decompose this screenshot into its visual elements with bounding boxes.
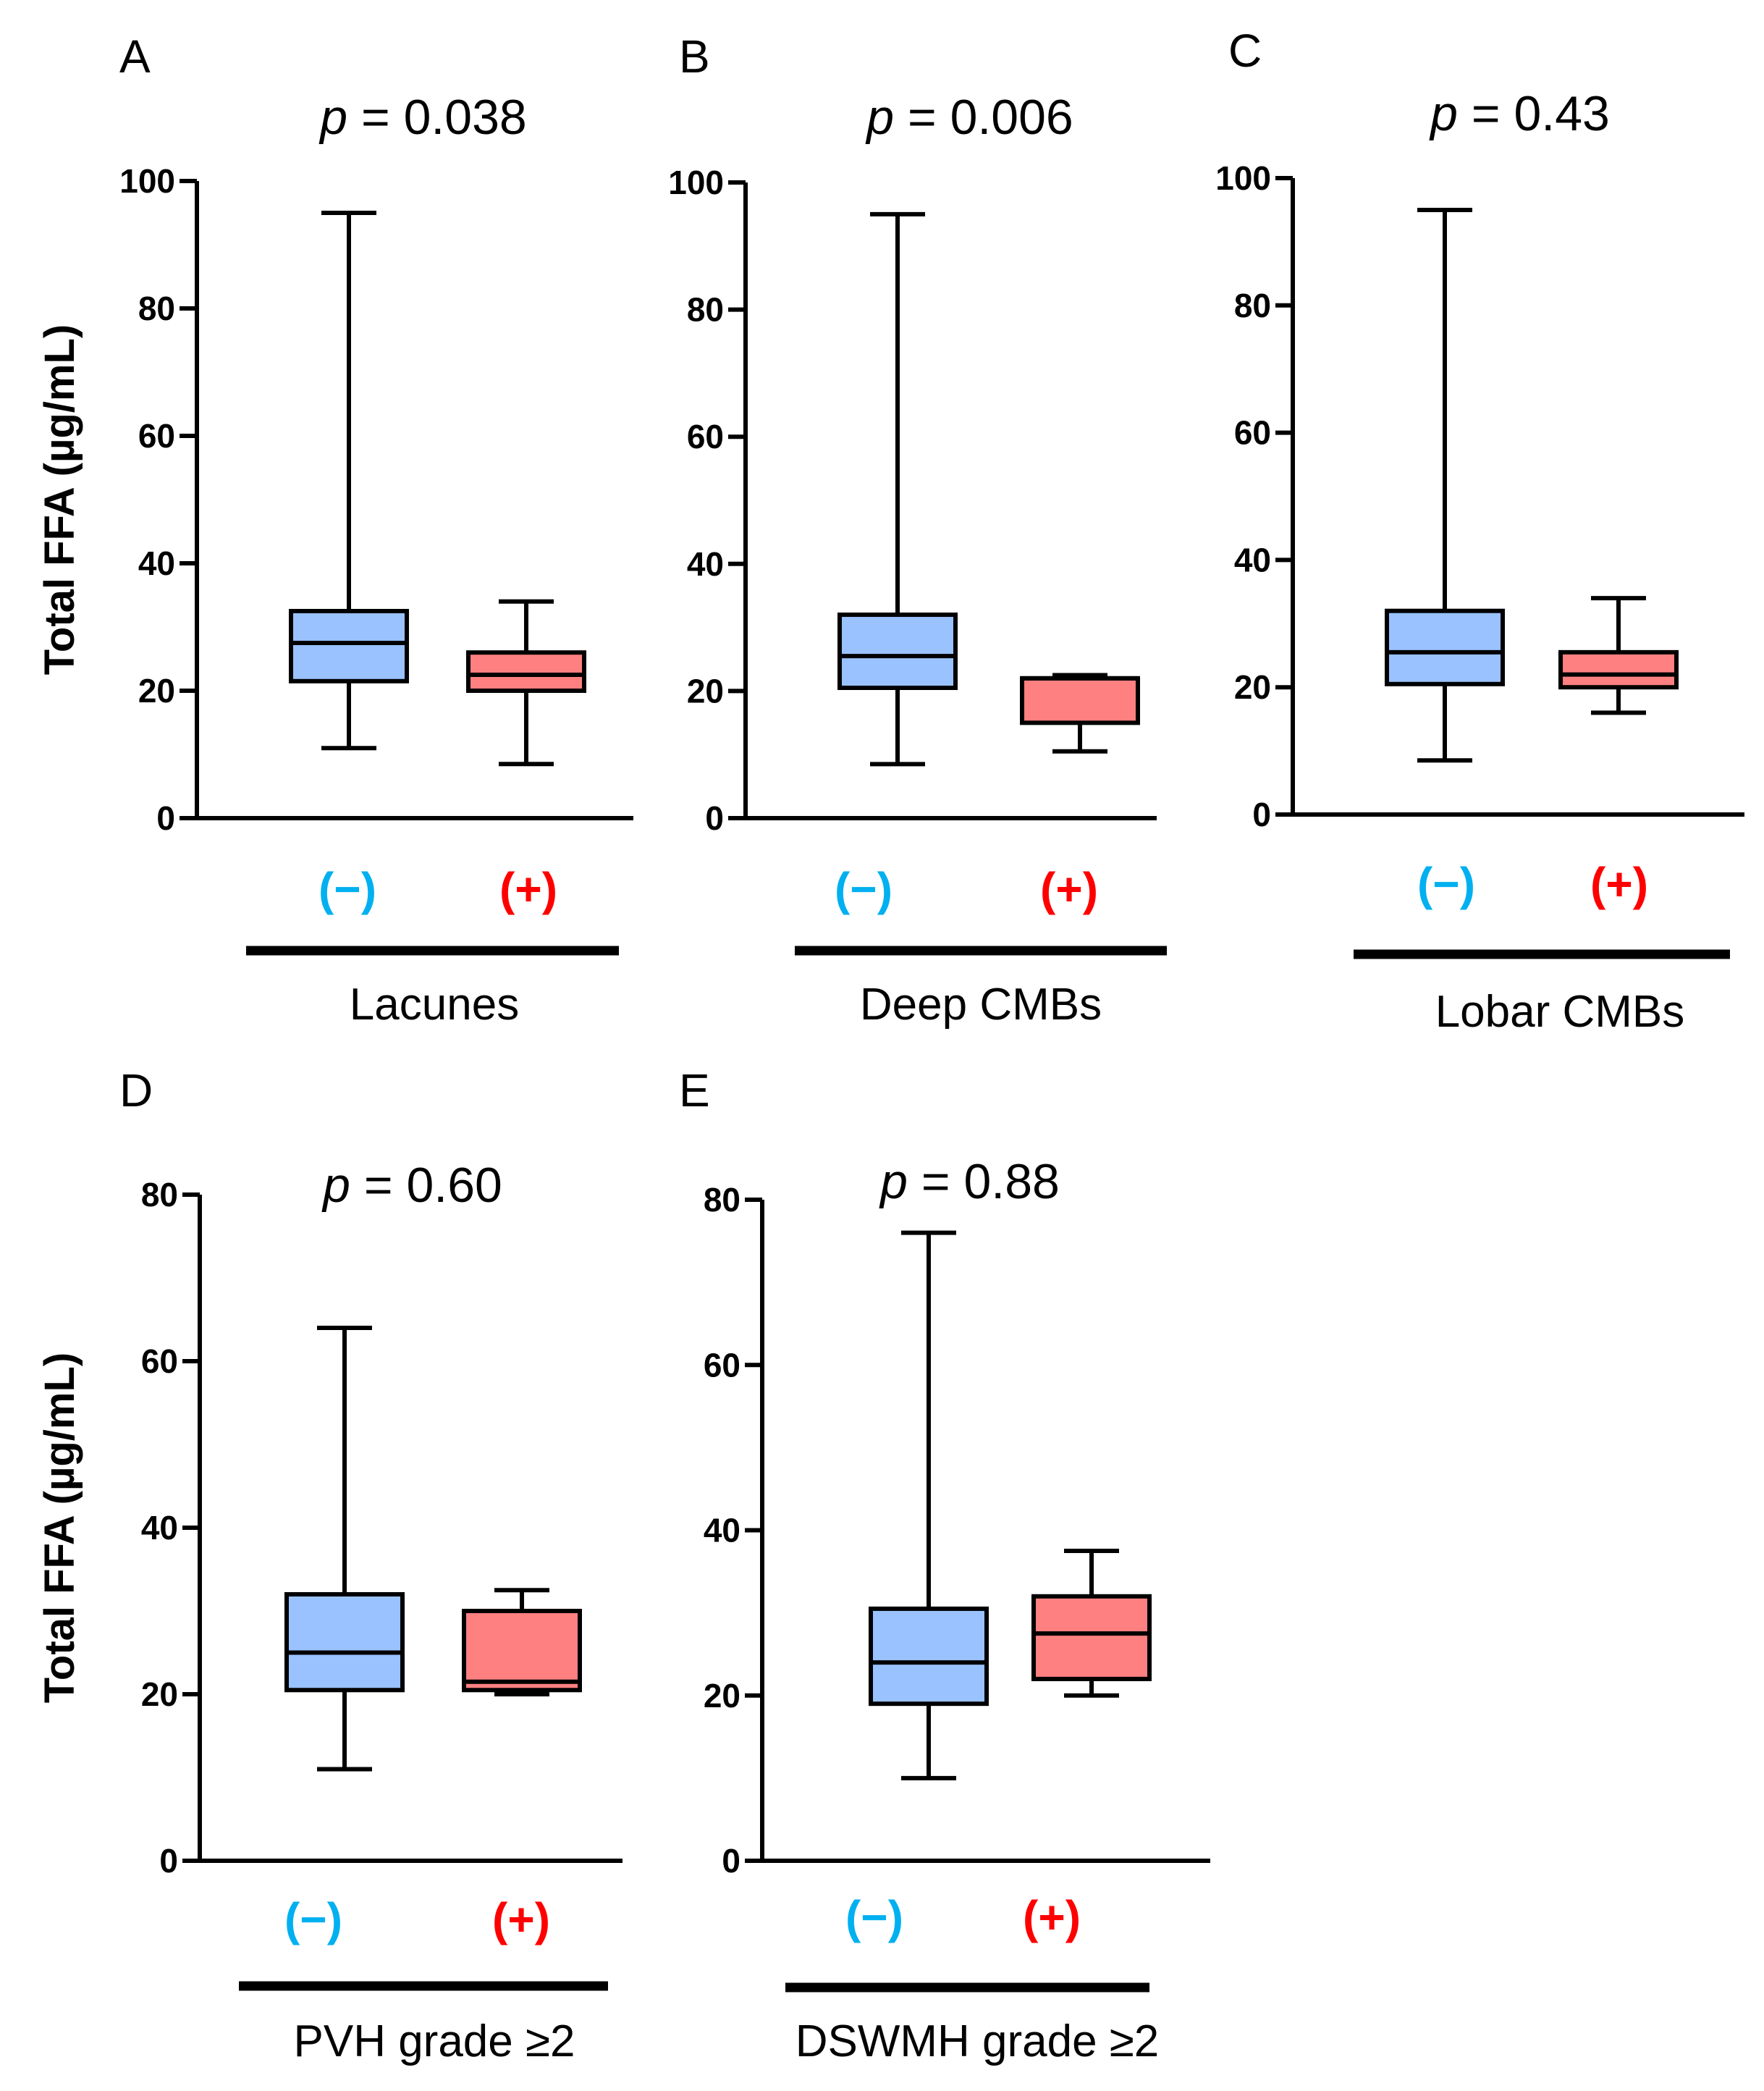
y-axis-label: Total FFA (µg/mL) [36,324,83,675]
y-tick-label: 80 [1234,287,1271,324]
y-tick-label: 0 [156,799,175,837]
group-label: Lacunes [350,980,519,1030]
category-label-negative: (−) [318,863,376,915]
y-tick-label: 40 [1234,541,1271,579]
category-label-negative: (−) [284,1893,342,1945]
y-tick-label: 80 [138,290,175,327]
y-tick-label: 80 [704,1181,740,1219]
p-symbol: p [1429,86,1458,141]
p-symbol: p [865,90,894,145]
category-label-positive: (+) [1040,863,1098,915]
box-negative [289,211,409,751]
y-tick-label: 60 [704,1346,740,1384]
y-tick-label: 0 [722,1842,740,1880]
category-label-negative: (−) [845,1891,903,1943]
y-tick-label: 80 [687,291,724,329]
y-tick-label: 20 [138,672,175,710]
box-iqr [284,1592,405,1693]
box-negative [1385,207,1505,763]
p-value: p = 0.038 [318,90,527,145]
box-iqr [462,1609,582,1693]
panel-e: Ep = 0.88 0 20 40 60 80 (−) (+) DSWMH grade ≥2 [679,1064,1210,2066]
y-tick-label: 100 [119,162,175,200]
p-value: p = 0.88 [879,1154,1060,1209]
p-value: p = 0.006 [865,90,1073,145]
y-axis-label: Total FFA (µg/mL) [36,1352,83,1703]
box-negative [869,1230,989,1780]
group-label: Lobar CMBs [1435,987,1685,1037]
box-iqr [837,613,958,691]
panel-letter: A [119,30,151,83]
y-tick-label: 60 [141,1342,178,1380]
y-tick-label: 40 [141,1509,178,1547]
y-tick-label: 100 [1215,159,1271,197]
category-label-positive: (+) [1590,858,1648,910]
y-tick-label: 40 [704,1512,740,1549]
box-iqr [1031,1594,1152,1681]
box-iqr [289,609,409,683]
box-positive [1020,673,1140,754]
p-value-text: = 0.038 [347,90,527,145]
p-value-text: = 0.43 [1458,86,1610,141]
box-negative [284,1326,405,1772]
p-value-text: = 0.006 [894,90,1073,145]
y-tick-label: 60 [687,418,724,455]
group-bar [239,1981,608,1991]
y-tick-label: 40 [138,544,175,582]
panel-b: Bp = 0.006 0 20 40 60 80 100 (−) (+) Deep CMBs [668,30,1167,1030]
box-positive [1558,596,1679,715]
panel-letter: B [679,30,710,83]
group-label: DSWMH grade ≥2 [796,2016,1160,2066]
category-label-negative: (−) [1417,858,1475,910]
box-negative [837,211,958,767]
category-label-negative: (−) [835,863,892,915]
panel-c: Cp = 0.43 0 20 40 60 80 100 (−) (+) Lobar CMBs [1215,25,1744,1037]
group-bar [785,1982,1149,1993]
y-tick-label: 0 [159,1842,178,1880]
category-label-positive: (+) [499,863,557,915]
p-value-text: = 0.88 [908,1154,1060,1209]
category-label-positive: (+) [1023,1891,1081,1943]
y-tick-label: 20 [687,672,724,710]
box-iqr [1020,676,1140,725]
group-bar [795,946,1167,956]
panel-letter: D [119,1064,153,1116]
y-tick-label: 20 [141,1675,178,1713]
box-iqr [1385,608,1505,686]
p-value: p = 0.60 [321,1158,502,1213]
y-tick-label: 100 [668,164,724,201]
p-symbol: p [321,1158,350,1213]
p-value-text: = 0.60 [350,1158,502,1213]
box-iqr [869,1606,989,1707]
group-bar [1354,949,1730,959]
y-tick-label: 80 [141,1176,178,1213]
panel-letter: C [1228,25,1262,77]
y-tick-label: 20 [1234,668,1271,706]
box-positive [466,599,586,767]
y-tick-label: 40 [687,545,724,583]
group-bar [246,946,619,956]
p-symbol: p [879,1154,908,1209]
box-positive [1031,1549,1152,1698]
y-tick-label: 0 [1252,796,1271,833]
panel-d: Dp = 0.60 0 20 40 60 80 Total FFA (µg/mL) (−) (+… [36,1064,623,2066]
box-iqr [466,650,586,694]
panel-a: Ap = 0.038 0 20 40 60 80 100 Total FFA (µg/mL) (… [36,30,633,1030]
box-positive [462,1588,582,1696]
y-tick-label: 0 [705,799,724,837]
p-symbol: p [318,90,347,145]
group-label: Deep CMBs [860,980,1102,1030]
y-tick-label: 60 [1234,414,1271,452]
group-label: PVH grade ≥2 [293,2016,575,2066]
box-iqr [1558,649,1679,690]
p-value: p = 0.43 [1429,86,1610,141]
panel-letter: E [679,1064,710,1116]
category-label-positive: (+) [492,1893,550,1945]
y-tick-label: 60 [138,417,175,455]
y-tick-label: 20 [704,1677,740,1715]
